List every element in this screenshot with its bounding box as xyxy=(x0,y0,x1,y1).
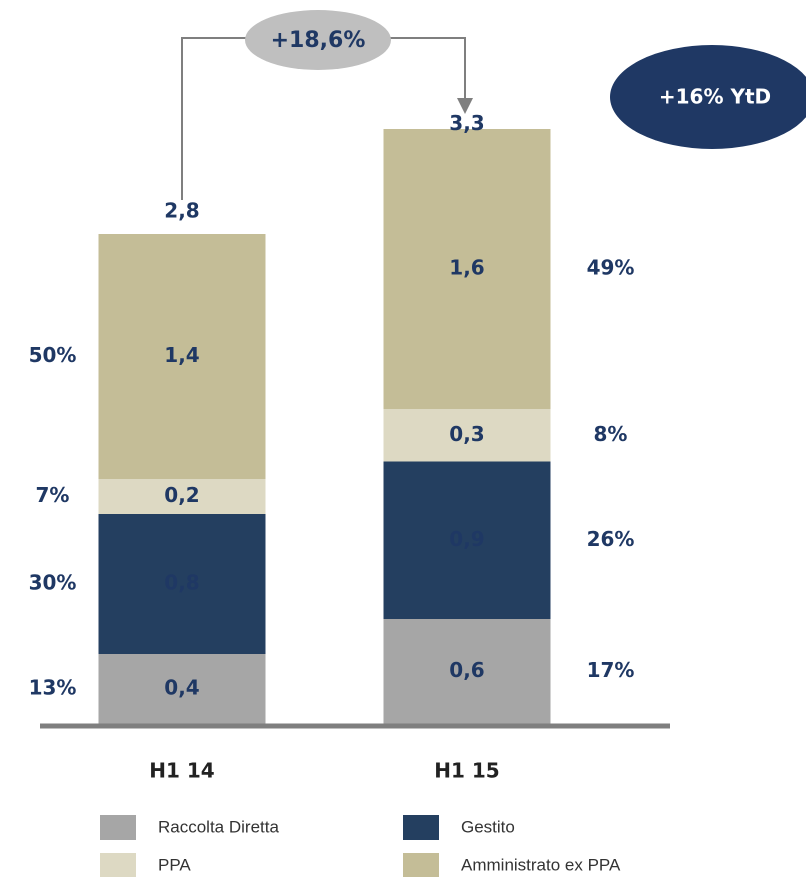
category-label: H1 15 xyxy=(434,759,499,783)
share-label: 50% xyxy=(29,343,77,367)
growth-bubble xyxy=(245,10,391,70)
share-label: 17% xyxy=(587,658,635,682)
category-label: H1 14 xyxy=(149,759,214,783)
bar-segment xyxy=(98,234,266,479)
ytd-bubble xyxy=(610,45,806,149)
arrow-head xyxy=(457,98,473,114)
value-label: 0,6 xyxy=(449,658,484,682)
value-label: 1,4 xyxy=(164,343,199,367)
bar-segment xyxy=(383,409,551,462)
legend-label: Gestito xyxy=(461,817,515,836)
bar-segment xyxy=(383,461,551,619)
bar-segment xyxy=(383,619,551,724)
share-label: 7% xyxy=(36,483,70,507)
legend-swatch xyxy=(100,853,136,877)
value-label: 0,3 xyxy=(449,422,484,446)
legend-label: PPA xyxy=(158,855,191,874)
legend-swatch xyxy=(100,815,136,840)
share-label: 30% xyxy=(29,571,77,595)
bar-segment xyxy=(98,479,266,514)
value-label: 0,2 xyxy=(164,483,199,507)
legend-swatch xyxy=(403,853,439,877)
ytd-label: +16% YtD xyxy=(659,85,771,109)
share-label: 8% xyxy=(594,422,628,446)
growth-label: +18,6% xyxy=(271,28,366,53)
legend-label: Raccolta Diretta xyxy=(158,817,279,836)
share-label: 13% xyxy=(29,676,77,700)
value-label: 0,9 xyxy=(449,527,484,551)
bar-segment xyxy=(98,514,266,654)
legend-label: Amministrato ex PPA xyxy=(461,855,621,874)
value-label: 1,6 xyxy=(449,256,484,280)
total-label: 3,3 xyxy=(449,111,484,135)
share-label: 49% xyxy=(587,256,635,280)
share-label: 26% xyxy=(587,527,635,551)
bar-segment xyxy=(383,129,551,409)
value-label: 0,4 xyxy=(164,676,199,700)
bar-segment xyxy=(98,654,266,724)
value-label: 0,8 xyxy=(164,571,199,595)
total-label: 2,8 xyxy=(164,199,199,223)
legend-swatch xyxy=(403,815,439,840)
